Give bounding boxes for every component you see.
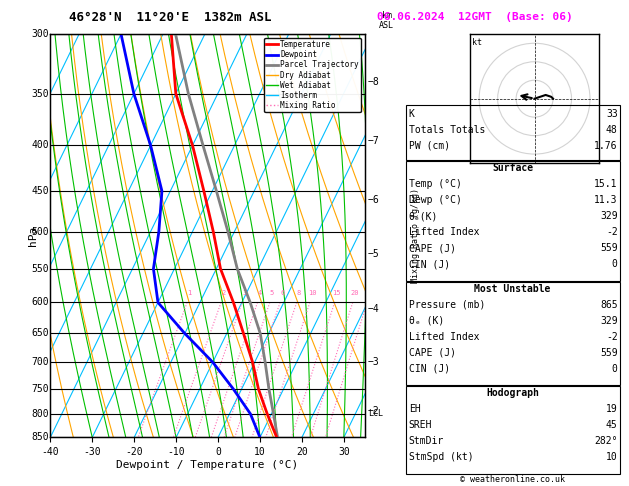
Text: 1: 1 [187,290,192,296]
Text: θₑ (K): θₑ (K) [409,316,444,326]
Text: 46°28'N  11°20'E  1382m ASL: 46°28'N 11°20'E 1382m ASL [69,11,271,23]
Text: LCL: LCL [368,409,383,418]
Text: PW (cm): PW (cm) [409,141,450,151]
Text: 4: 4 [258,290,262,296]
Text: 2: 2 [221,290,225,296]
Text: Totals Totals: Totals Totals [409,125,485,135]
Text: StmDir: StmDir [409,436,444,446]
Text: 700: 700 [31,357,49,367]
Text: 750: 750 [31,384,49,394]
Text: 3: 3 [242,290,247,296]
Text: CAPE (J): CAPE (J) [409,243,456,253]
X-axis label: Dewpoint / Temperature (°C): Dewpoint / Temperature (°C) [116,460,299,470]
Text: -2: -2 [606,332,618,342]
Text: −6: −6 [368,194,380,205]
Text: Pressure (mb): Pressure (mb) [409,300,485,310]
Text: −4: −4 [368,304,380,314]
Bar [406,282,620,385]
Text: θₑ(K): θₑ(K) [409,211,438,221]
Text: StmSpd (kt): StmSpd (kt) [409,452,474,462]
Text: Lifted Index: Lifted Index [409,227,479,237]
Text: −8: −8 [368,77,380,87]
Text: © weatheronline.co.uk: © weatheronline.co.uk [460,474,565,484]
Text: Surface: Surface [492,163,533,173]
Text: CIN (J): CIN (J) [409,364,450,374]
Text: Most Unstable: Most Unstable [474,284,551,294]
Text: 0: 0 [612,364,618,374]
Text: EH: EH [409,404,421,414]
Bar [406,105,620,160]
Text: 20: 20 [350,290,359,296]
Text: 45: 45 [606,420,618,430]
Text: 300: 300 [31,29,49,39]
Text: 450: 450 [31,186,49,196]
Legend: Temperature, Dewpoint, Parcel Trajectory, Dry Adiabat, Wet Adiabat, Isotherm, Mi: Temperature, Dewpoint, Parcel Trajectory… [264,38,361,112]
Text: 600: 600 [31,297,49,308]
Text: 5: 5 [270,290,274,296]
Bar [406,161,620,281]
Text: km
ASL: km ASL [379,11,394,30]
Text: 282°: 282° [594,436,618,446]
Text: 10: 10 [308,290,316,296]
Text: 550: 550 [31,264,49,274]
Text: 15: 15 [333,290,341,296]
Text: kt: kt [472,38,482,47]
Text: −7: −7 [368,136,380,146]
Text: 329: 329 [600,211,618,221]
Text: 559: 559 [600,243,618,253]
Text: -2: -2 [606,227,618,237]
Text: 865: 865 [600,300,618,310]
Text: SREH: SREH [409,420,432,430]
Text: 1.76: 1.76 [594,141,618,151]
Text: 0: 0 [612,260,618,269]
Text: 800: 800 [31,409,49,419]
Text: Temp (°C): Temp (°C) [409,179,462,189]
Text: 15.1: 15.1 [594,179,618,189]
Text: 400: 400 [31,140,49,151]
Text: CAPE (J): CAPE (J) [409,348,456,358]
Text: 10: 10 [606,452,618,462]
Text: hPa: hPa [28,226,38,246]
Text: 6: 6 [280,290,284,296]
Text: Hodograph: Hodograph [486,388,539,398]
Text: −5: −5 [368,249,380,260]
Text: Mixing Ratio (g/kg): Mixing Ratio (g/kg) [411,188,420,283]
Text: 559: 559 [600,348,618,358]
Text: 19: 19 [606,404,618,414]
Bar [406,386,620,474]
Text: Dewp (°C): Dewp (°C) [409,195,462,205]
Text: K: K [409,109,415,119]
Text: 850: 850 [31,433,49,442]
Text: 650: 650 [31,329,49,338]
Text: 350: 350 [31,89,49,99]
Text: 06.06.2024  12GMT  (Base: 06): 06.06.2024 12GMT (Base: 06) [377,12,573,22]
Text: 48: 48 [606,125,618,135]
Text: 329: 329 [600,316,618,326]
Text: 8: 8 [297,290,301,296]
Text: −2: −2 [368,406,380,417]
Text: 500: 500 [31,227,49,237]
Text: Lifted Index: Lifted Index [409,332,479,342]
Text: CIN (J): CIN (J) [409,260,450,269]
Text: 11.3: 11.3 [594,195,618,205]
Text: 33: 33 [606,109,618,119]
Text: −3: −3 [368,357,380,367]
